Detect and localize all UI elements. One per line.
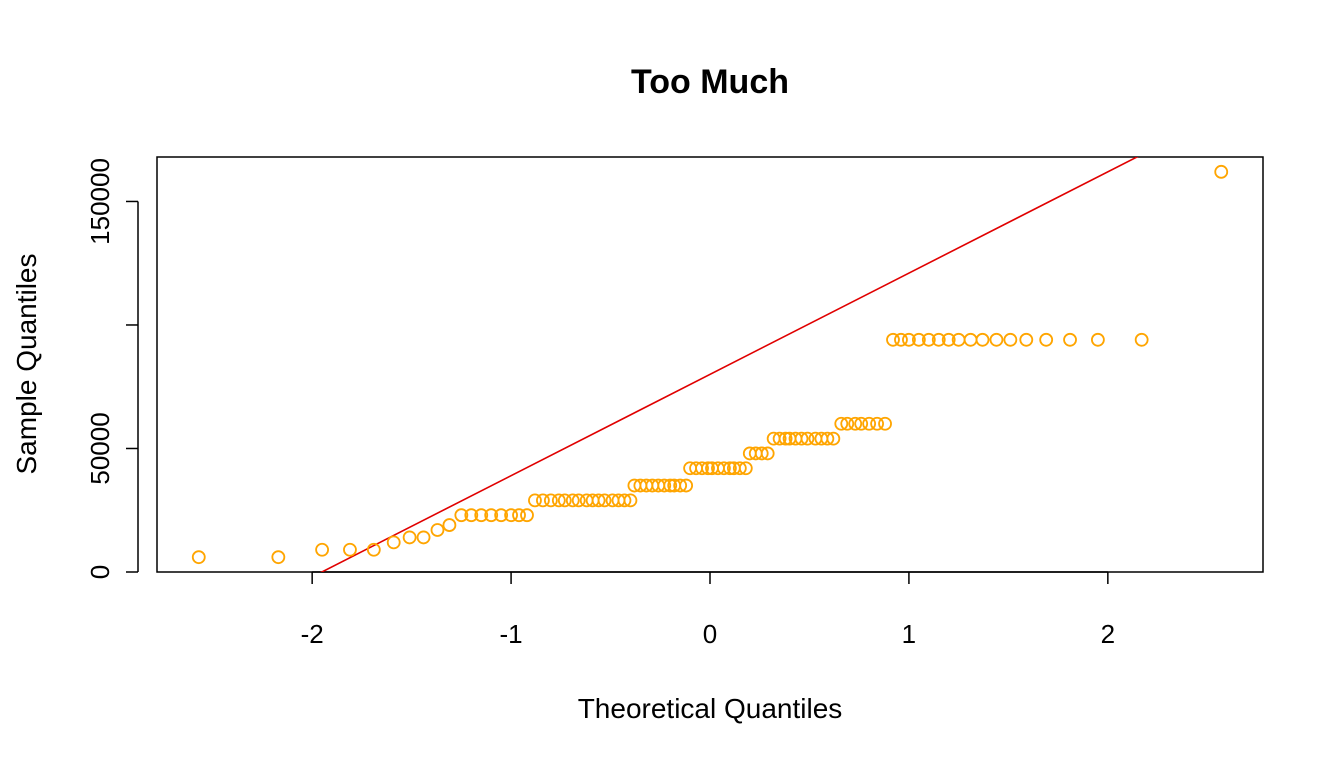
y-axis: 0 50000 150000 — [85, 158, 139, 579]
data-point — [1134, 332, 1149, 347]
data-point — [454, 508, 469, 523]
data-point — [886, 332, 900, 347]
data-point — [623, 493, 638, 508]
x-tick-label: -2 — [301, 619, 324, 649]
data-point — [442, 518, 457, 532]
data-point — [494, 508, 509, 523]
data-point — [1019, 332, 1034, 347]
data-point — [760, 446, 775, 461]
data-point — [504, 508, 518, 523]
data-point — [826, 431, 841, 446]
data-point — [386, 535, 401, 550]
data-point — [754, 446, 769, 461]
data-point — [975, 332, 990, 347]
x-axis-label: Theoretical Quantiles — [578, 693, 843, 724]
data-point — [738, 461, 753, 476]
data-point — [416, 530, 431, 545]
x-tick-label: -1 — [500, 619, 523, 649]
data-point — [1214, 164, 1229, 179]
data-point — [854, 416, 869, 431]
data-point — [701, 461, 715, 476]
data-point — [834, 416, 849, 431]
data-point — [894, 332, 908, 347]
data-point — [528, 493, 542, 508]
data-point — [800, 431, 815, 446]
y-tick-label: 50000 — [85, 412, 115, 484]
reference-line-group — [320, 157, 1139, 572]
data-point — [551, 493, 566, 508]
data-point — [430, 523, 445, 537]
data-point — [870, 416, 884, 431]
x-tick-label: 0 — [703, 619, 717, 649]
data-point — [1063, 332, 1077, 347]
data-point — [657, 478, 672, 493]
data-point — [402, 530, 417, 545]
data-point — [663, 478, 678, 493]
y-axis-label: Sample Quantiles — [11, 253, 42, 474]
data-point — [902, 332, 916, 347]
data-point — [464, 508, 479, 523]
data-point — [921, 332, 936, 347]
data-point — [343, 542, 357, 557]
chart-title: Too Much — [631, 63, 789, 101]
data-point — [597, 493, 612, 508]
data-point — [591, 493, 606, 508]
data-point — [512, 508, 526, 523]
data-point — [571, 493, 586, 508]
data-point — [911, 332, 926, 347]
data-point — [989, 332, 1004, 347]
data-point — [1090, 332, 1105, 347]
data-point — [772, 431, 787, 446]
data-point — [963, 332, 978, 347]
data-point — [794, 431, 809, 446]
data-point — [717, 461, 731, 476]
data-point — [722, 461, 737, 476]
x-axis: -2 -1 0 1 2 — [301, 571, 1115, 649]
data-point — [271, 550, 286, 565]
data-point — [941, 332, 956, 347]
data-point — [1039, 332, 1054, 347]
data-point — [695, 461, 709, 476]
data-point — [848, 416, 863, 431]
data-point — [484, 508, 499, 523]
data-point — [840, 416, 855, 431]
data-point — [732, 461, 747, 476]
data-point — [673, 478, 688, 493]
data-point — [565, 493, 580, 508]
data-point — [862, 416, 877, 431]
plot-frame — [156, 156, 1264, 573]
data-point — [931, 332, 946, 347]
data-point — [191, 550, 206, 565]
data-point — [315, 542, 330, 557]
points-group — [191, 164, 1229, 565]
x-tick-label: 2 — [1101, 619, 1115, 649]
data-point — [820, 431, 835, 446]
y-tick-label: 0 — [85, 565, 115, 579]
data-point — [679, 478, 694, 493]
data-point — [617, 493, 632, 508]
data-point — [536, 493, 550, 508]
reference-line — [320, 157, 1139, 572]
data-point — [520, 508, 534, 523]
data-point — [778, 431, 793, 446]
data-point — [878, 416, 892, 431]
x-tick-label: 1 — [902, 619, 916, 649]
data-point — [543, 493, 558, 508]
data-point — [1003, 332, 1018, 347]
y-tick-label: 150000 — [85, 158, 115, 245]
data-point — [474, 508, 489, 523]
data-point — [557, 493, 572, 508]
data-point — [366, 542, 381, 557]
